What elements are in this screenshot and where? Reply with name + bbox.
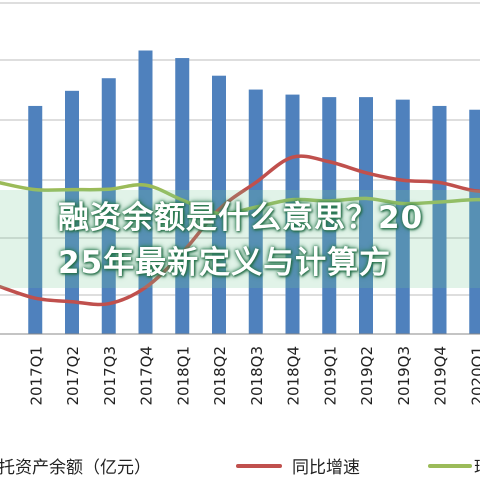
title-banner [0,190,480,288]
gridlines [0,2,480,296]
legend-label-balance: 托资产余额（亿元） [0,458,151,478]
bar-2019Q2 [359,97,373,335]
x-tick-2017Q2: 2017Q2 [64,346,82,406]
legend-label-qoq: 环 [474,458,480,478]
bar-2020Q1 [469,109,480,334]
x-tick-2020Q1: 2020Q1 [468,346,480,406]
bar-2018Q3 [248,89,263,334]
x-tick-2018Q4: 2018Q4 [285,346,303,406]
x-tick-2019Q4: 2019Q4 [432,346,450,406]
bar-2019Q3 [395,99,410,334]
bar-2017Q2 [65,90,79,334]
x-tick-2019Q3: 2019Q3 [395,346,413,406]
line-series [0,154,480,307]
legend: 托资产余额（亿元） 同比增速 环 [0,458,480,478]
bar-2018Q2 [212,75,226,334]
x-tick-labels: 2017Q1 2017Q2 2017Q3 2017Q4 2018Q1 2018Q2 2018… [27,346,480,406]
line-series-1 [0,154,480,307]
legend-label-yoy: 同比增速 [292,458,360,478]
bar-2018Q1 [175,58,190,335]
bar-2017Q4 [138,50,153,334]
bar-2017Q3 [101,78,116,334]
x-tick-2019Q1: 2019Q1 [321,346,339,406]
x-tick-2019Q2: 2019Q2 [358,346,376,406]
x-tick-2017Q3: 2017Q3 [101,346,119,406]
overlay-title: 融资余额是什么意思？2025年最新定义与计算方 [58,200,424,281]
line-series-2 [0,181,480,216]
x-tick-2018Q1: 2018Q1 [174,346,192,406]
x-tick-2017Q4: 2017Q4 [138,346,156,406]
bar-2018Q4 [285,94,300,334]
bar-2017Q1 [28,105,43,334]
x-tick-2017Q1: 2017Q1 [27,346,45,406]
x-tick-2018Q3: 2018Q3 [248,346,266,406]
bar-series [28,50,480,335]
bar-2019Q4 [432,105,447,334]
bar-2019Q1 [322,97,337,335]
x-tick-2018Q2: 2018Q2 [211,346,229,406]
